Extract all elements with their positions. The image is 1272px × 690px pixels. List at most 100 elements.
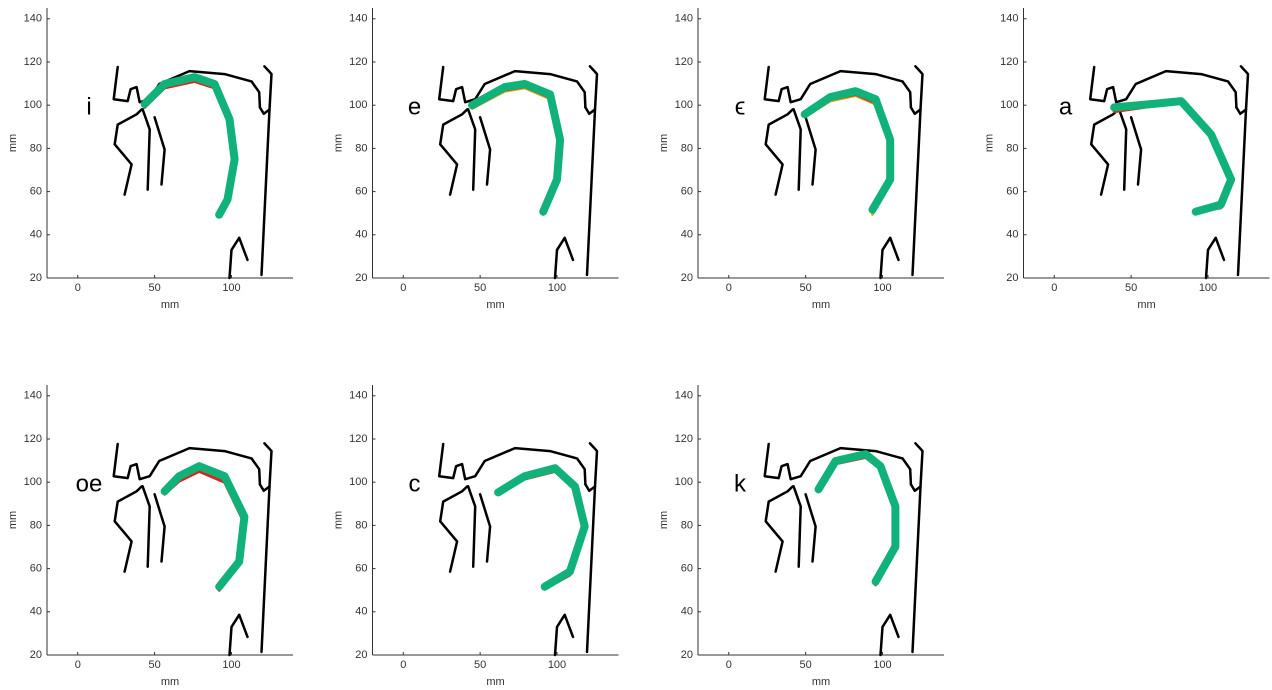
- y-axis-label: mm: [332, 511, 344, 529]
- vocal-tract-outline: [113, 108, 143, 196]
- phoneme-label: e: [408, 93, 421, 120]
- tongue-contour: [140, 73, 239, 219]
- y-tick-label: 20: [30, 649, 42, 661]
- x-tick-label: 0: [400, 659, 406, 671]
- y-axis-label: mm: [332, 134, 344, 152]
- vocal-tract-outline: [466, 485, 477, 568]
- x-axis-label: mm: [161, 676, 179, 688]
- vocal-tract-outline: [112, 442, 262, 486]
- vocal-tract-outline: [1129, 116, 1143, 186]
- phoneme-label: oe: [76, 470, 103, 497]
- y-tick-label: 20: [30, 272, 42, 284]
- vocal-tract-outline: [584, 106, 597, 116]
- y-tick-label: 120: [349, 433, 367, 445]
- vocal-tract-outline: [909, 106, 922, 116]
- x-tick-label: 50: [149, 282, 161, 294]
- vocal-tract-outline: [1235, 106, 1248, 116]
- x-axis-label: mm: [486, 676, 504, 688]
- y-tick-label: 40: [1006, 229, 1018, 241]
- vocal-tract-outline: [792, 108, 802, 191]
- x-tick-label: 100: [1199, 282, 1217, 294]
- x-tick-label: 100: [548, 659, 566, 671]
- x-tick-label: 100: [873, 659, 891, 671]
- y-tick-label: 120: [24, 433, 42, 445]
- vocal-tract-outline: [258, 483, 271, 493]
- vocal-tract-outline: [585, 65, 599, 277]
- vocal-tract-outline: [153, 493, 166, 563]
- y-tick-label: 80: [30, 519, 42, 531]
- vocal-tract-outline: [804, 493, 817, 563]
- x-axis-label: mm: [812, 299, 830, 311]
- vocal-tract-outline: [909, 483, 922, 493]
- x-tick-label: 100: [548, 282, 566, 294]
- x-tick-label: 0: [400, 282, 406, 294]
- y-axis-label: mm: [7, 134, 19, 152]
- panel: 20 40 60 80 100 120 140 0 50 100 mm mm oe: [7, 385, 293, 688]
- vocal-tract-outline: [260, 442, 273, 654]
- vocal-tract-outline: [553, 236, 575, 280]
- vocal-tract-outline: [153, 116, 166, 186]
- x-tick-label: 0: [726, 282, 732, 294]
- x-tick-label: 50: [800, 659, 812, 671]
- x-tick-label: 50: [1125, 282, 1137, 294]
- vocal-tract-outline: [1089, 108, 1120, 196]
- vocal-tract-outline: [260, 65, 273, 277]
- vocal-tract-outline: [1117, 108, 1128, 191]
- panel: 20 40 60 80 100 120 140 0 50 100 mm mm k: [658, 385, 944, 688]
- y-tick-label: 120: [675, 56, 693, 68]
- panel: 20 40 60 80 100 120 140 0 50 100 mm mm a: [983, 8, 1270, 311]
- vocal-tract-outline: [478, 493, 492, 563]
- vocal-tract-outline: [438, 108, 469, 196]
- y-tick-label: 60: [1006, 186, 1018, 198]
- vocal-tract-outline: [1236, 65, 1250, 277]
- y-axis-label: mm: [658, 511, 670, 529]
- x-axis-label: mm: [486, 299, 504, 311]
- y-tick-label: 20: [355, 272, 367, 284]
- tongue-contour: [494, 464, 589, 591]
- y-tick-label: 80: [681, 142, 693, 154]
- vocal-tract-outline: [113, 485, 143, 573]
- tongue-contour: [814, 450, 900, 586]
- y-tick-label: 140: [24, 13, 42, 25]
- x-axis-label: mm: [161, 299, 179, 311]
- vocal-tract-outline: [466, 108, 477, 191]
- y-tick-label: 40: [30, 606, 42, 618]
- vocal-tract-outline: [1088, 65, 1238, 109]
- vocal-tract-outline: [228, 236, 249, 280]
- x-axis-label: mm: [1137, 299, 1155, 311]
- y-tick-label: 100: [349, 476, 367, 488]
- phoneme-label: a: [1059, 93, 1073, 120]
- x-tick-label: 0: [75, 282, 81, 294]
- y-tick-label: 140: [675, 390, 693, 402]
- vocal-tract-outline: [141, 108, 151, 191]
- vocal-tract-outline: [792, 485, 802, 568]
- x-tick-label: 0: [726, 659, 732, 671]
- y-tick-label: 20: [681, 649, 693, 661]
- vocal-tract-outline: [879, 613, 900, 657]
- vocal-tract-outline: [437, 442, 587, 486]
- vocal-tract-outline: [763, 65, 913, 109]
- y-tick-label: 60: [355, 186, 367, 198]
- y-tick-label: 100: [675, 99, 693, 111]
- x-tick-label: 0: [1051, 282, 1057, 294]
- y-tick-label: 120: [675, 433, 693, 445]
- phoneme-label: i: [86, 93, 91, 120]
- phoneme-label: k: [734, 470, 747, 497]
- y-tick-label: 80: [355, 519, 367, 531]
- x-tick-label: 100: [222, 282, 240, 294]
- vocal-tract-outline: [1204, 236, 1226, 280]
- x-tick-label: 100: [222, 659, 240, 671]
- y-tick-label: 80: [30, 142, 42, 154]
- x-tick-label: 50: [474, 659, 486, 671]
- y-axis-label: mm: [658, 134, 670, 152]
- y-tick-label: 80: [1006, 142, 1018, 154]
- y-tick-label: 100: [24, 99, 42, 111]
- vocal-tract-outline: [879, 236, 900, 280]
- y-tick-label: 60: [30, 563, 42, 575]
- x-tick-label: 50: [149, 659, 161, 671]
- tongue-contour: [800, 87, 895, 214]
- vocal-tract-outline: [228, 613, 249, 657]
- vocal-tract-outline: [911, 442, 924, 654]
- y-tick-label: 120: [349, 56, 367, 68]
- tongue-contour: [468, 80, 565, 216]
